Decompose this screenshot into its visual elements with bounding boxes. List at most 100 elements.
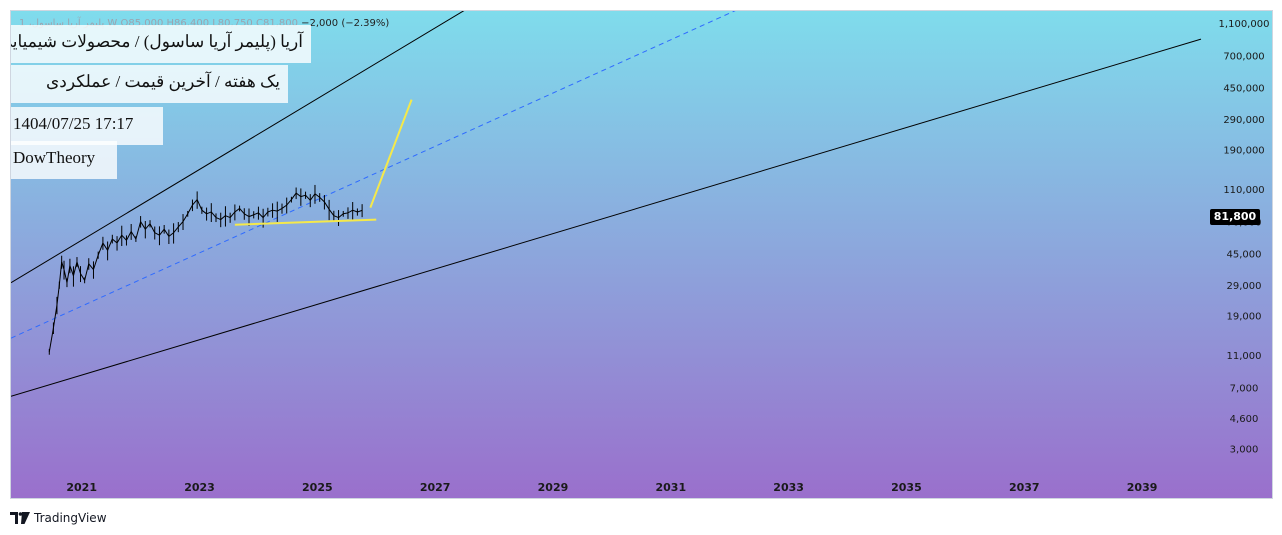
legend-change: −2,000 (−2.39%): [301, 18, 390, 29]
price-segment: [300, 194, 306, 198]
price-segment: [291, 192, 297, 200]
price-segment: [210, 211, 217, 218]
channel-upper-line[interactable]: [11, 11, 471, 284]
price-segment: [126, 231, 132, 241]
x-tick-label: 2035: [891, 481, 922, 494]
price-segment: [234, 208, 240, 213]
price-segment: [149, 223, 156, 233]
y-tick-label: 190,000: [1223, 146, 1264, 157]
legend-ohlc-values: O85,000 H86,400 L80,750 C81,800: [120, 18, 298, 29]
y-tick-label: 45,000: [1227, 249, 1262, 260]
price-segment: [286, 199, 292, 206]
y-tick-label: 7,000: [1230, 384, 1259, 395]
price-segment: [295, 192, 302, 198]
x-tick-label: 2033: [773, 481, 804, 494]
price-segment: [352, 209, 358, 213]
price-segment: [343, 212, 349, 215]
y-tick-label: 110,000: [1223, 185, 1264, 196]
support-trendline[interactable]: [234, 218, 377, 226]
price-segment: [305, 194, 311, 201]
y-tick-label: 4,600: [1230, 414, 1259, 425]
chart-frame[interactable]: 1,100,000 700,000 450,000 290,000 190,000 110…: [10, 10, 1273, 499]
tradingview-attribution[interactable]: TradingView: [10, 509, 107, 527]
y-tick-label: 1,100,000: [1219, 19, 1270, 30]
datetime-label: 1404/07/25 17:17: [11, 107, 163, 145]
last-price-badge: 81,800: [1210, 209, 1260, 225]
price-segment: [192, 199, 198, 206]
price-segment: [347, 209, 353, 214]
price-segment: [206, 211, 212, 215]
price-segment: [182, 213, 189, 222]
price-segment: [187, 204, 193, 215]
tradingview-logo-icon: [10, 512, 30, 524]
legend-symbol: 1 ،پلیمر آریا ساسول W: [19, 18, 118, 29]
projection-line[interactable]: [369, 99, 413, 208]
title-label: آریا (پلیمر آریا ساسول) / محصولات شیمیای…: [11, 25, 311, 63]
price-segment: [97, 242, 104, 256]
price-segment: [140, 221, 146, 230]
price-segment: [262, 211, 269, 218]
price-segment: [281, 204, 287, 209]
x-tick-label: 2023: [184, 481, 215, 494]
price-segment: [102, 242, 109, 251]
price-segment: [267, 209, 273, 213]
price-segment: [116, 234, 123, 244]
x-tick-label: 2021: [66, 481, 97, 494]
price-segment: [239, 208, 245, 215]
y-tick-label: 290,000: [1223, 115, 1264, 126]
price-segment: [107, 238, 113, 251]
price-segment: [163, 228, 170, 237]
x-tick-label: 2039: [1127, 481, 1158, 494]
price-segment: [323, 201, 330, 210]
x-tick-label: 2027: [420, 481, 451, 494]
x-tick-label: 2031: [655, 481, 686, 494]
price-segment: [277, 208, 283, 212]
price-segment: [76, 261, 81, 274]
price-segment: [80, 273, 86, 281]
price-segment: [173, 226, 179, 234]
price-segment: [328, 209, 335, 216]
price-segment: [159, 228, 165, 236]
tradingview-brand: TradingView: [34, 511, 107, 525]
price-segment: [168, 232, 174, 237]
price-segment: [144, 223, 151, 230]
price-segment: [333, 215, 339, 219]
price-segment: [319, 196, 325, 203]
legend-ohlc: 1 ،پلیمر آریا ساسول W O85,000 H86,400 L8…: [19, 18, 389, 29]
price-segment: [220, 215, 226, 220]
price-segment: [92, 254, 99, 270]
price-segment: [48, 327, 54, 352]
price-segment: [201, 209, 207, 215]
price-segment: [130, 231, 137, 240]
y-tick-label: 450,000: [1223, 83, 1264, 94]
period-label: یک هفته / آخرین قیمت / عملکردی: [11, 65, 288, 103]
price-segment: [88, 263, 94, 270]
price-segment: [338, 213, 344, 218]
price-segment: [154, 232, 160, 236]
x-tick-label: 2037: [1009, 481, 1040, 494]
x-tick-label: 2029: [538, 481, 569, 494]
price-segment: [196, 199, 203, 211]
y-tick-label: 29,000: [1227, 281, 1262, 292]
y-tick-label: 19,000: [1227, 312, 1262, 323]
y-tick-label: 700,000: [1223, 52, 1264, 63]
price-segment: [225, 215, 231, 219]
price-segment: [52, 304, 58, 329]
price-segment: [309, 193, 316, 201]
price-segment: [258, 212, 264, 218]
price-segment: [244, 213, 250, 218]
price-segment: [112, 238, 118, 244]
price-segment: [253, 212, 259, 216]
x-tick-label: 2025: [302, 481, 333, 494]
author-label: DowTheory: [11, 141, 117, 179]
price-segment: [215, 217, 221, 221]
price-segment: [357, 209, 363, 213]
price-segment: [314, 193, 320, 198]
price-segment: [135, 221, 142, 240]
price-segment: [72, 261, 78, 276]
price-segment: [84, 263, 90, 281]
y-tick-label: 3,000: [1230, 445, 1259, 456]
channel-lower-line[interactable]: [11, 38, 1202, 397]
price-segment: [177, 221, 184, 228]
y-tick-label: 11,000: [1227, 351, 1262, 362]
